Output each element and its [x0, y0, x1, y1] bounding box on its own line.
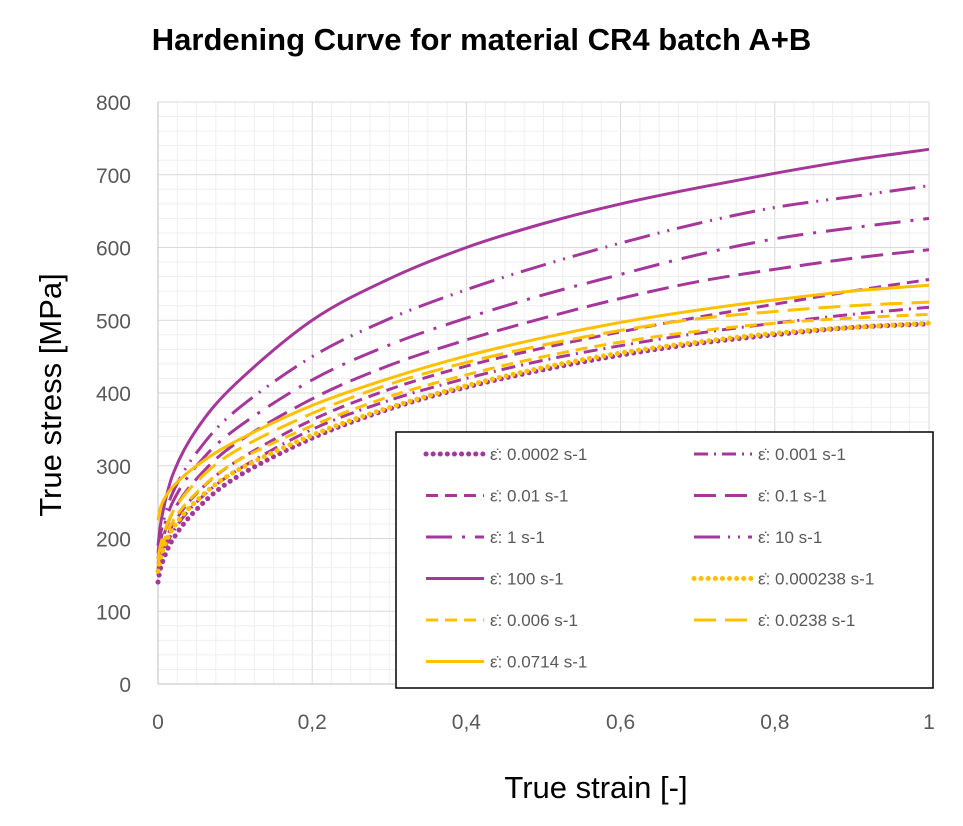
series-line: [156, 147, 930, 546]
legend-entry-label: ε̇: 0.0238 s-1: [758, 611, 855, 630]
legend-entry-label: ε̇: 0.0714 s-1: [490, 653, 587, 672]
legend-entry-label: ε̇: 100 s-1: [490, 570, 564, 589]
chart-title: Hardening Curve for material CR4 batch A…: [151, 22, 812, 57]
y-tick-label: 700: [96, 165, 131, 188]
series-line: [156, 283, 930, 521]
series-line: [156, 216, 930, 560]
y-tick-label: 200: [96, 529, 131, 552]
y-tick-label: 500: [96, 310, 131, 333]
series-lines: [155, 147, 932, 585]
y-tick-label: 0: [119, 674, 131, 697]
legend-entry-label: ε̇: 0.000238 s-1: [758, 570, 874, 589]
y-tick-label: 300: [96, 456, 131, 479]
legend-entry-label: ε̇: 0.006 s-1: [490, 611, 578, 630]
y-tick-label: 400: [96, 383, 131, 406]
series-line: [156, 312, 930, 567]
series-line: [155, 320, 932, 574]
legend-entry-label: ε̇: 1 s-1: [490, 528, 545, 547]
x-tick-label: 0,8: [760, 711, 789, 734]
legend-entry-label: ε̇: 0.1 s-1: [758, 487, 827, 506]
series-line: [156, 300, 930, 561]
y-tick-label: 600: [96, 238, 131, 261]
y-axis-label: True stress [MPa]: [33, 273, 68, 516]
legend-entry-label: ε̇: 0.001 s-1: [758, 445, 846, 464]
legend-entry-label: ε̇: 10 s-1: [758, 528, 822, 547]
x-tick-label: 1: [923, 711, 935, 734]
x-tick-label: 0,4: [452, 711, 482, 734]
x-tick-label: 0: [152, 711, 164, 734]
legend-entry-label: ε̇: 0.01 s-1: [490, 487, 568, 506]
y-tick-label: 100: [96, 601, 131, 624]
legend: ε̇: 0.0002 s-1 ε̇: 0.001 s-1 ε̇: 0.01 s-1 ε…: [395, 431, 934, 689]
x-axis-label: True strain [-]: [504, 770, 687, 805]
series-line: [156, 278, 930, 570]
legend-entry-label: ε̇: 0.0002 s-1: [490, 445, 587, 464]
y-tick-label: 800: [96, 92, 131, 115]
x-tick-label: 0,2: [298, 711, 327, 734]
series-line: [155, 321, 932, 585]
legend-box: [395, 431, 934, 689]
axes: 0 0,2 0,4 0,6 0,8 1 0 100 200 300 400 500 600 700 800: [96, 92, 935, 734]
x-tick-label: 0,6: [606, 711, 635, 734]
